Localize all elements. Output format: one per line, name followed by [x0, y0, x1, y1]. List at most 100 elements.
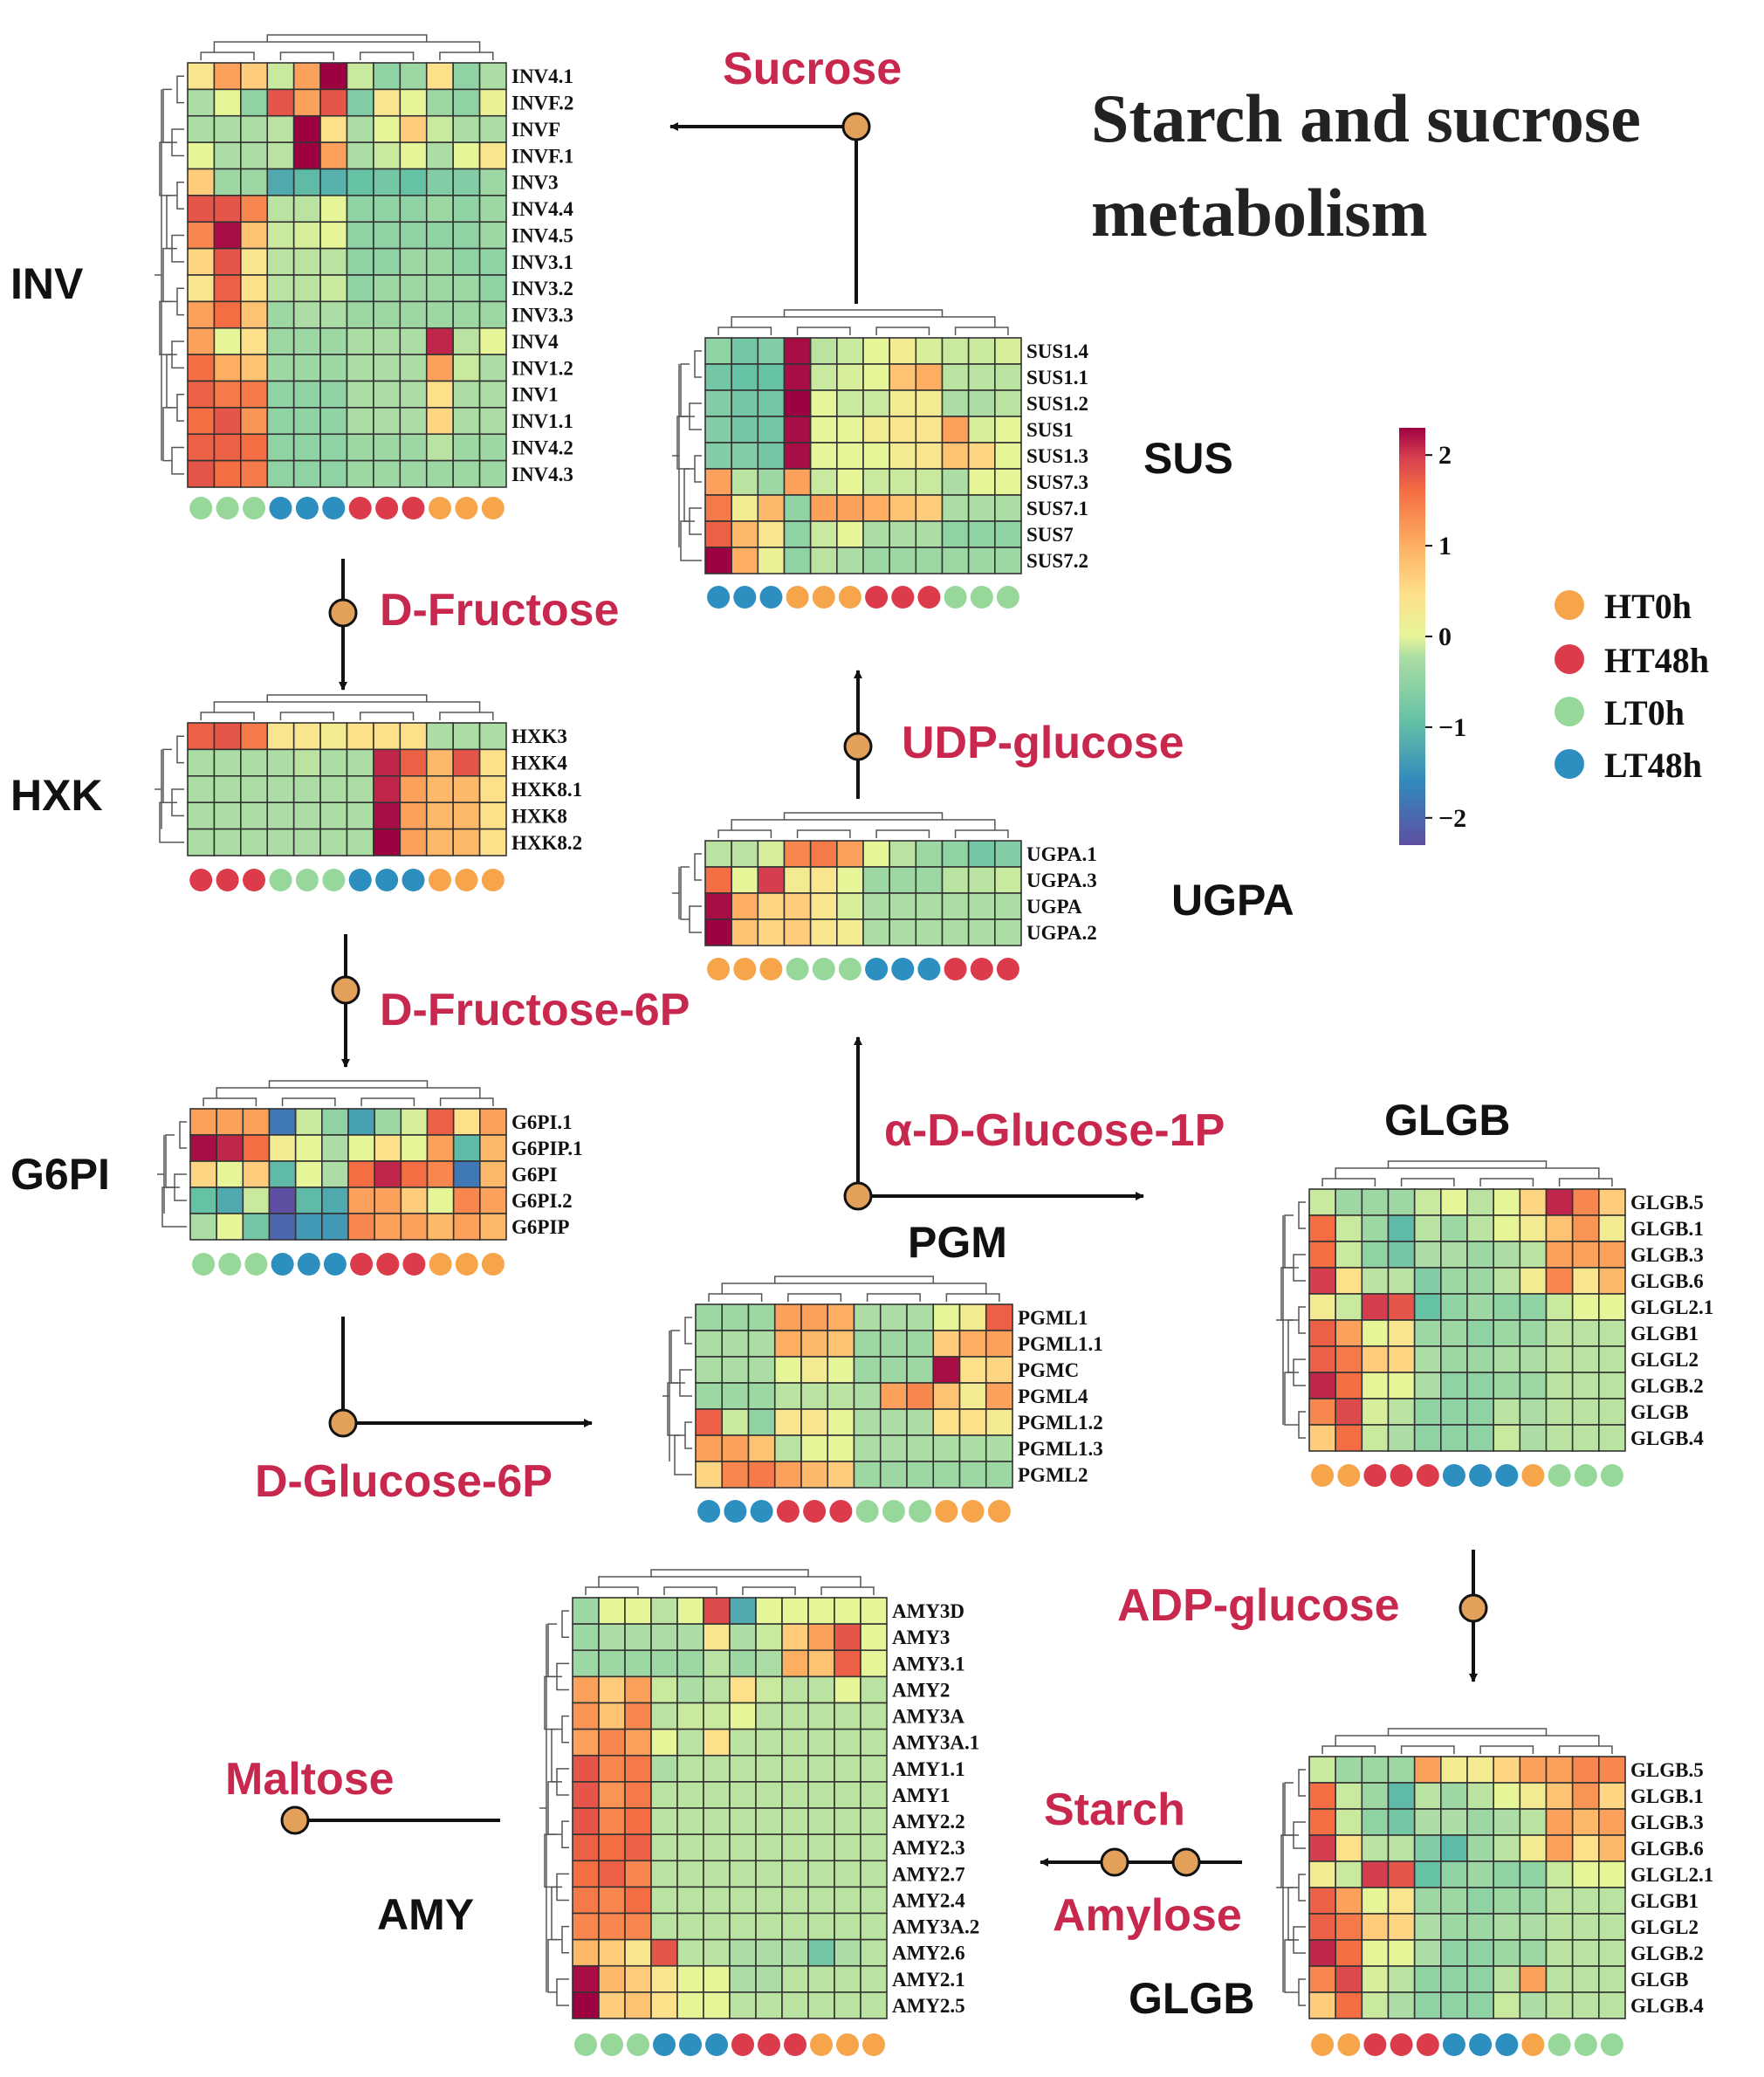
heatmap-cell — [294, 1186, 323, 1214]
heatmap-cell — [1335, 1214, 1363, 1242]
heatmap-cell — [807, 1938, 835, 1967]
node-sucrose[interactable] — [841, 112, 871, 141]
heatmap-cell — [1545, 1860, 1574, 1888]
node-d-glucose-6p[interactable] — [328, 1408, 358, 1438]
heatmap-cell — [572, 1833, 600, 1862]
heatmap-cell — [1545, 1834, 1574, 1862]
heatmap-cell — [187, 247, 216, 276]
heatmap-cell — [452, 459, 481, 488]
heatmap-cell — [268, 1108, 297, 1136]
heatmap-cell — [915, 520, 944, 548]
dendrogram-branch — [731, 819, 996, 830]
heatmap-cell — [1335, 1887, 1363, 1915]
heatmap-cell — [572, 1675, 600, 1704]
heatmap-cell — [860, 1623, 888, 1652]
dendrogram-branch — [544, 1675, 562, 1730]
heatmap-cell — [1308, 1808, 1336, 1836]
heatmap-cell — [721, 1303, 750, 1331]
colorbar-ticks: 2 1 0 −1 −2 — [1425, 441, 1466, 833]
heatmap-cell — [319, 221, 348, 250]
heatmap-cell — [624, 1675, 652, 1704]
heatmap-cell — [213, 141, 242, 170]
heatmap-cell — [240, 114, 269, 143]
dendrogram-branch — [439, 1097, 494, 1106]
dendrogram-branch — [561, 1925, 569, 1954]
heatmap-cell — [1571, 1991, 1600, 2019]
heatmap-cell — [1571, 1965, 1600, 1993]
group-dot — [189, 869, 213, 891]
node-udp-glucose[interactable] — [843, 732, 873, 761]
heatmap-cell — [399, 722, 428, 751]
heatmap-cell — [915, 389, 944, 417]
group-dot — [758, 2033, 780, 2056]
heatmap-cell — [425, 300, 454, 329]
heatmap-cell — [1308, 1267, 1336, 1295]
legend-label-ht0h: HT0h — [1604, 587, 1692, 626]
heatmap-cell — [781, 1807, 809, 1835]
heatmap-cell — [860, 1675, 888, 1704]
heatmap-cell — [807, 1649, 835, 1678]
heatmap-cell — [399, 380, 428, 409]
node-amylose[interactable] — [1100, 1847, 1129, 1877]
node-d-fructose[interactable] — [328, 598, 358, 628]
heatmap-cell — [1361, 1939, 1390, 1967]
heatmap-cell — [187, 459, 216, 488]
group-dot — [1337, 2033, 1361, 2056]
label-d-fructose-6p: D-Fructose-6P — [380, 985, 690, 1035]
heatmap-cell — [373, 195, 402, 224]
heatmap-cell — [240, 354, 269, 382]
node-maltose[interactable] — [280, 1805, 310, 1835]
heatmap-cell — [572, 1938, 600, 1967]
dendrogram-branch — [1400, 1745, 1455, 1754]
heatmap-cell — [1519, 1913, 1548, 1941]
heatmap-cell — [1466, 1188, 1494, 1216]
group-dot — [269, 497, 292, 519]
heatmap-cell — [967, 468, 996, 496]
node-a-d-glucose-1p[interactable] — [843, 1181, 873, 1211]
heatmap-cell — [1519, 1241, 1548, 1269]
heatmap-cell — [425, 433, 454, 462]
heatmap-cell — [958, 1356, 987, 1384]
heatmap-cell — [1440, 1756, 1468, 1784]
group-dot — [784, 2033, 806, 2056]
group-legend: HT0h HT48h LT0h LT48h — [1555, 587, 1709, 785]
group-dot — [375, 869, 399, 891]
heatmap-cell — [703, 1807, 731, 1835]
heatmap-cell — [1308, 1965, 1336, 1993]
heatmap-cell — [731, 389, 759, 417]
gene-label: GLGB — [1630, 1969, 1688, 1991]
heatmap-cell — [879, 1408, 908, 1436]
dendrogram-branch — [1335, 1735, 1600, 1746]
heatmap-cell — [703, 1675, 731, 1704]
heatmap-cell — [809, 840, 838, 868]
group-dot — [455, 1253, 478, 1276]
node-d-fructose-6p[interactable] — [331, 975, 360, 1005]
heatmap-cell — [889, 389, 917, 417]
heatmap-cell — [425, 168, 454, 196]
heatmap-cell — [347, 1108, 375, 1136]
dendrogram-branch — [547, 1781, 562, 1835]
heatmap-cell — [373, 748, 402, 777]
heatmap-cell — [292, 459, 321, 488]
heatmap-cell — [1519, 1398, 1548, 1426]
column-dendrogram — [708, 1276, 1000, 1302]
node-starch[interactable] — [1171, 1847, 1201, 1877]
heatmap-cell — [783, 866, 812, 894]
heatmap-cell — [783, 520, 812, 548]
heatmap-cell — [1387, 1939, 1416, 1967]
dendrogram-branch — [176, 735, 184, 764]
node-adp-glucose[interactable] — [1459, 1593, 1488, 1623]
heatmap-cell — [373, 62, 402, 91]
heatmap-cell — [676, 1781, 704, 1809]
heatmap-cell — [452, 88, 481, 117]
heatmap-cell — [294, 1213, 323, 1241]
group-dot — [1600, 2033, 1623, 2056]
heatmap-cell — [1361, 1293, 1390, 1321]
heatmap-cell — [1361, 1424, 1390, 1452]
heatmap-cell — [906, 1461, 935, 1489]
heatmap-cell — [1545, 1939, 1574, 1967]
group-dot — [402, 497, 425, 519]
heatmap-cell — [1335, 1188, 1363, 1216]
legend-dot-ht48h — [1555, 644, 1584, 674]
heatmap-cell — [292, 801, 321, 830]
